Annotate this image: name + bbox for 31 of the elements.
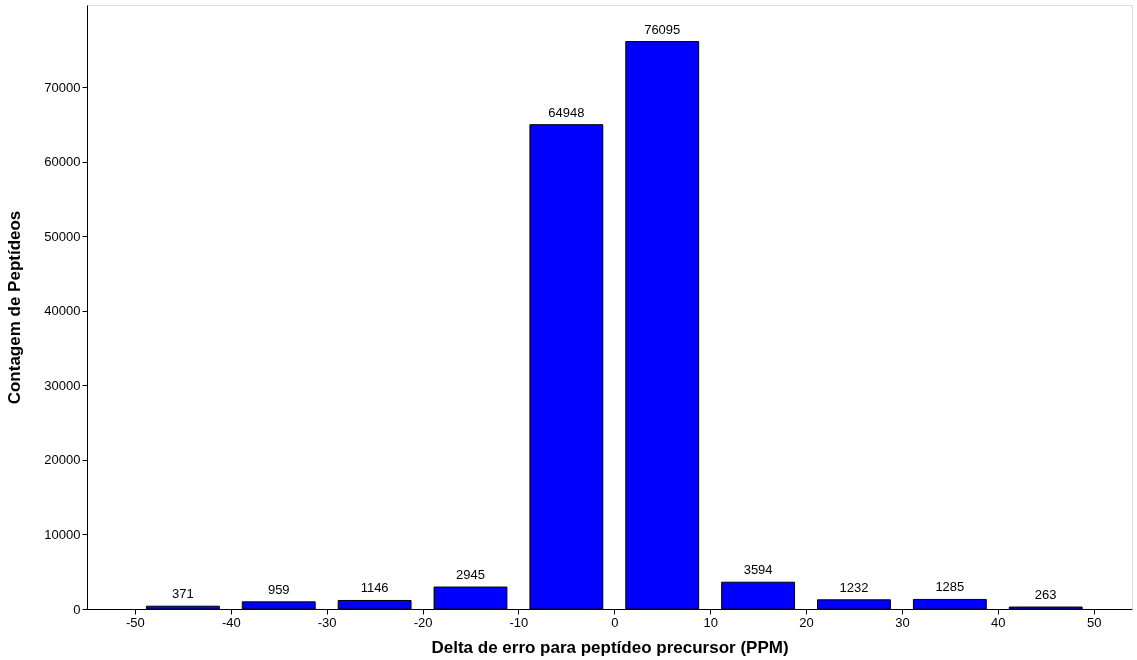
x-tick-label: -40 (221, 614, 241, 630)
data-label: 64948 (548, 104, 585, 120)
x-tick-label: 20 (799, 614, 814, 630)
x-tick-label: 0 (611, 614, 619, 630)
data-label: 959 (267, 581, 290, 597)
data-label: 1285 (935, 579, 965, 595)
x-tick-label: 40 (991, 614, 1006, 630)
y-axis-title: Contagem de Peptídeos (5, 210, 25, 405)
y-tick-label: 50000 (44, 228, 81, 244)
y-tick-label: 60000 (44, 154, 81, 170)
y-tick-label: 0 (73, 601, 81, 617)
x-tick-label: -50 (126, 614, 145, 630)
y-tick-label: 20000 (44, 452, 81, 468)
y-tick-label: 70000 (44, 79, 81, 95)
y-tick-label: 10000 (44, 526, 81, 542)
data-label: 263 (1034, 587, 1057, 603)
y-tick-label: 30000 (44, 377, 81, 393)
x-tick-label: 50 (1086, 614, 1102, 630)
data-label: 76095 (644, 21, 681, 37)
x-tick-label: -10 (509, 614, 529, 630)
x-axis-title: Delta de erro para peptídeo precursor (PPM) (431, 637, 789, 657)
y-tick-label: 40000 (44, 303, 81, 319)
data-label: 2945 (456, 567, 485, 583)
data-label: 3594 (743, 562, 773, 578)
x-tick-label: 10 (703, 614, 718, 630)
data-label: 371 (172, 586, 194, 602)
data-label: 1232 (839, 579, 869, 595)
x-tick-label: 30 (895, 614, 910, 630)
data-label: 1146 (360, 580, 389, 596)
x-tick-label: -30 (317, 614, 337, 630)
x-tick-label: -20 (413, 614, 433, 630)
